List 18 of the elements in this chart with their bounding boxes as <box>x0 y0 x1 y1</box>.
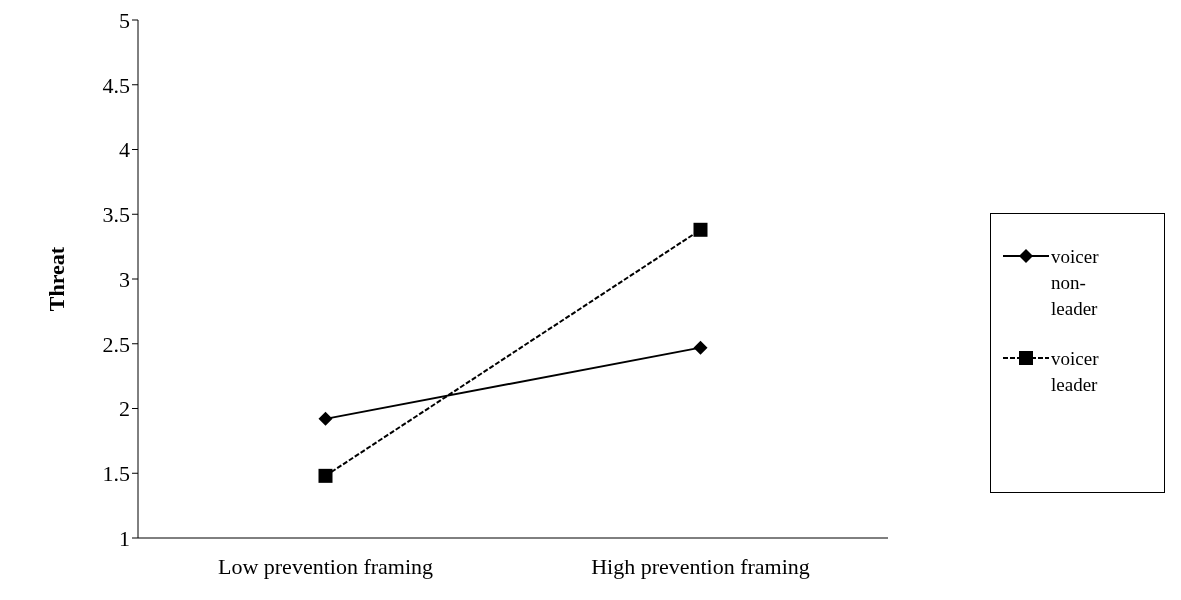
legend-label: voicer leader <box>1051 347 1100 397</box>
point <box>693 222 708 237</box>
point <box>318 468 333 483</box>
point <box>318 411 333 426</box>
y-tick-label: 4 <box>119 137 130 163</box>
x-tick-label: Low prevention framing <box>217 553 434 579</box>
y-tick-label: 2.5 <box>102 331 130 357</box>
y-tick-label: 5 <box>119 7 130 33</box>
y-axis-title: Threat <box>43 246 69 312</box>
y-tick-label: 2 <box>119 396 130 422</box>
x-tick-label: High prevention framing <box>591 553 810 579</box>
y-tick-label: 4.5 <box>102 72 130 98</box>
y-tick-label: 3.5 <box>102 202 130 228</box>
point <box>693 340 708 355</box>
y-tick-label: 1.5 <box>102 461 130 487</box>
legend-label: voicer non-leader <box>1051 245 1100 321</box>
y-tick-label: 1 <box>119 525 130 551</box>
y-tick-label: 3 <box>119 266 130 292</box>
